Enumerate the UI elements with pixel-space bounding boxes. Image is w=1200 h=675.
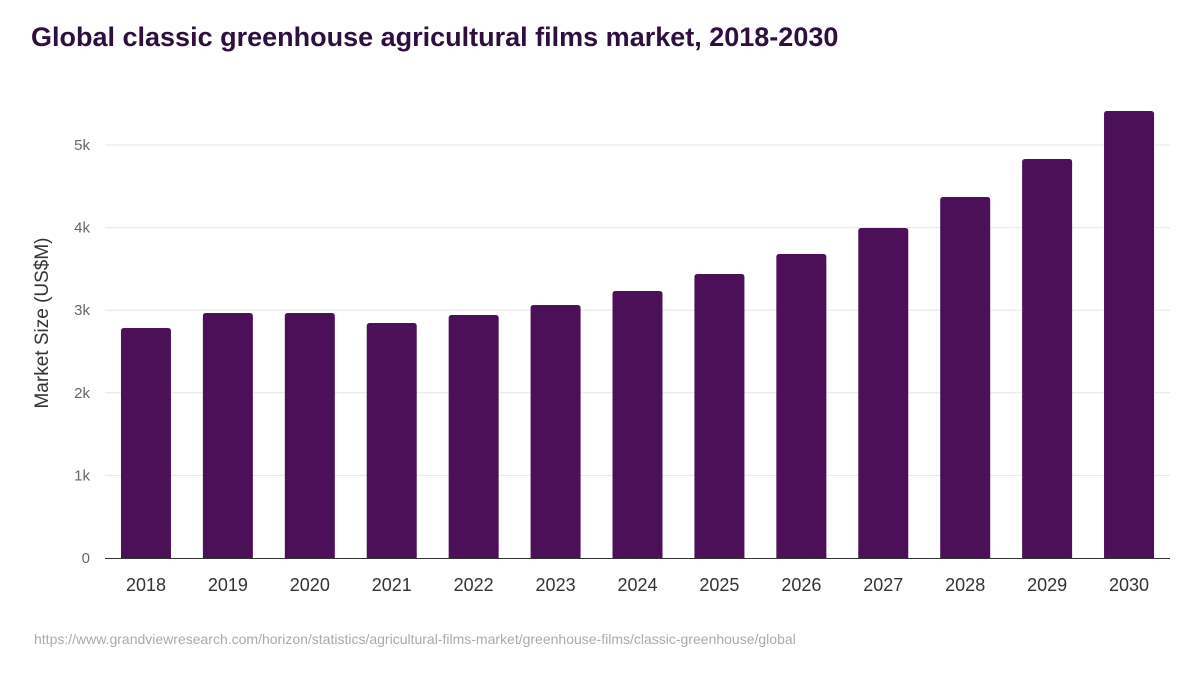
x-tick-label: 2028	[945, 575, 985, 595]
x-tick-label: 2030	[1109, 575, 1149, 595]
bar	[776, 254, 827, 559]
bar	[448, 314, 499, 558]
bar	[1104, 110, 1155, 558]
bar	[612, 291, 663, 558]
bar	[694, 274, 745, 558]
x-tick-label: 2023	[536, 575, 576, 595]
x-tick-label: 2021	[372, 575, 412, 595]
y-tick-label: 2k	[74, 385, 90, 402]
y-tick-label: 5k	[74, 137, 90, 154]
x-tick-label: 2026	[781, 575, 821, 595]
x-tick-label: 2029	[1027, 575, 1067, 595]
x-tick-label: 2027	[863, 575, 903, 595]
bar	[530, 304, 581, 558]
x-tick-label: 2019	[208, 575, 248, 595]
y-tick-label: 0	[82, 550, 90, 567]
bar	[120, 327, 171, 558]
y-tick-label: 1k	[74, 467, 90, 484]
bar	[366, 323, 417, 558]
bar	[284, 313, 335, 558]
chart-title: Global classic greenhouse agricultural f…	[31, 22, 839, 52]
x-tick-label: 2022	[454, 575, 494, 595]
bar	[1022, 158, 1073, 558]
source-url[interactable]: https://www.grandviewresearch.com/horizo…	[34, 631, 796, 647]
x-tick-label: 2024	[617, 575, 657, 595]
y-axis-label: Market Size (US$M)	[32, 237, 53, 408]
x-tick-label: 2018	[126, 575, 166, 595]
bar	[202, 313, 253, 558]
bar	[940, 197, 991, 558]
x-tick-label: 2020	[290, 575, 330, 595]
y-tick-label: 3k	[74, 302, 90, 319]
x-tick-label: 2025	[699, 575, 739, 595]
y-tick-label: 4k	[74, 220, 90, 237]
bar	[858, 228, 909, 558]
